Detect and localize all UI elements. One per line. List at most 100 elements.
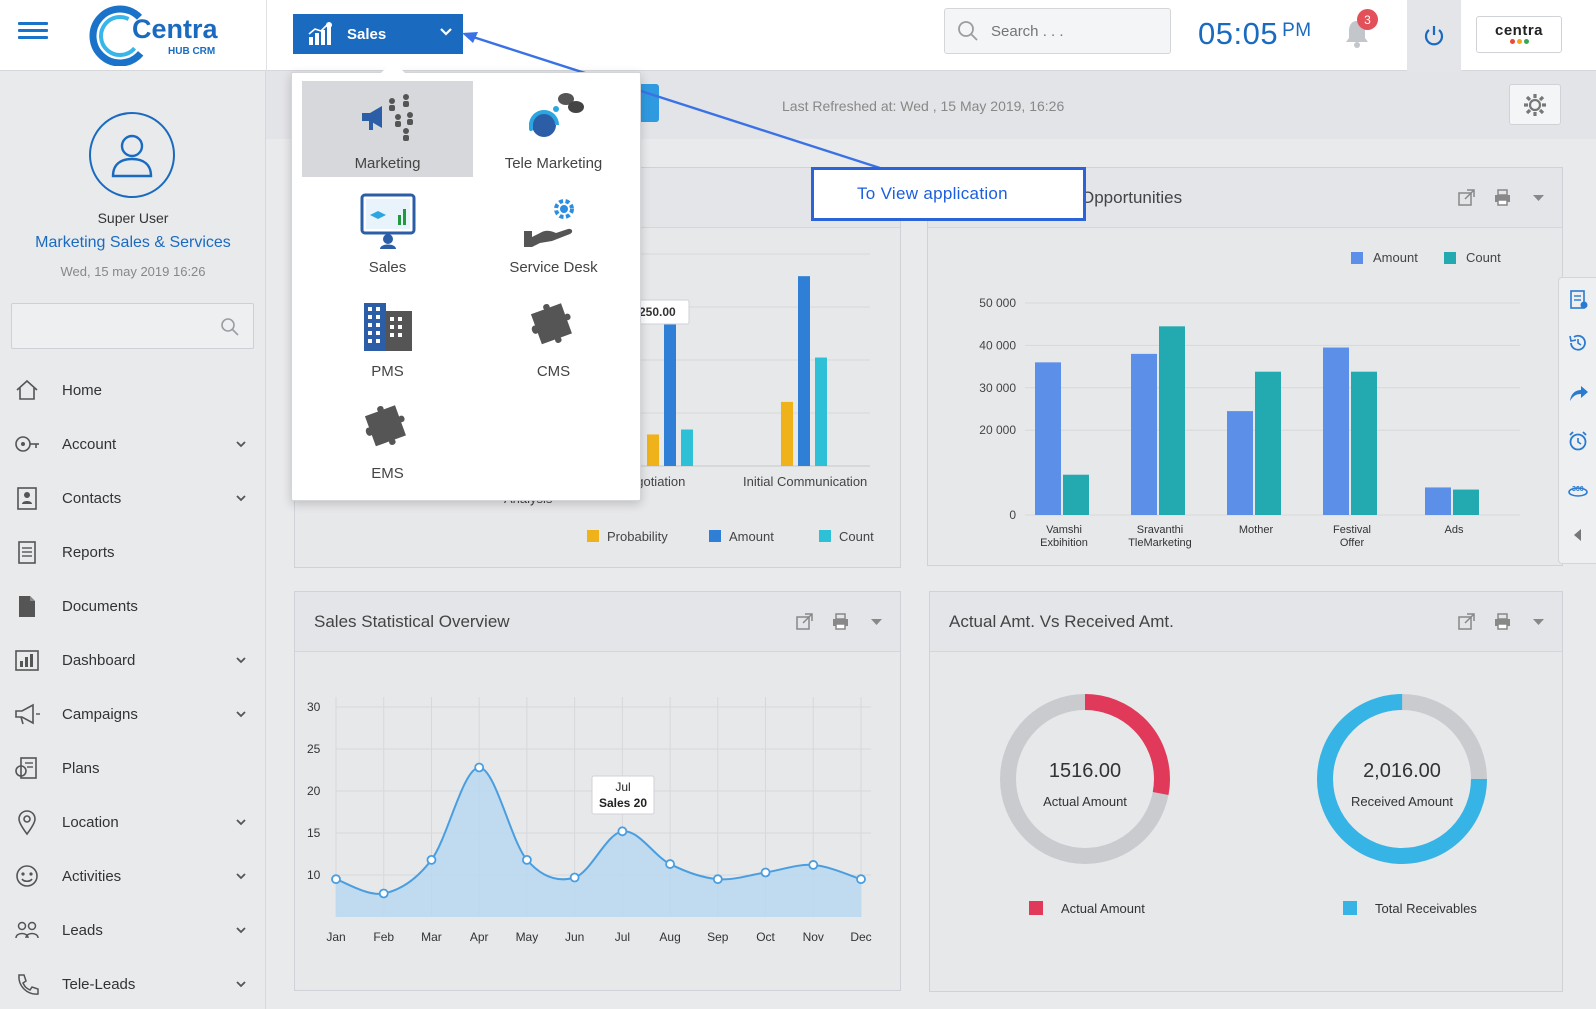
location-pin-icon: [18, 810, 36, 836]
bar-amount: [798, 276, 810, 466]
caret-down-icon[interactable]: [1529, 188, 1548, 207]
collapse-left-icon[interactable]: [1567, 524, 1589, 546]
donut-arc: [1317, 694, 1487, 864]
legend-swatch: [709, 530, 721, 542]
plans-icon: [15, 757, 37, 779]
centra-hub-crm-logo[interactable]: Centra HUB CRM: [88, 4, 248, 67]
app-switcher-dropdown[interactable]: Sales: [293, 14, 463, 54]
x-tick-label: Jun: [565, 930, 584, 944]
user-login-date: Wed, 15 may 2019 16:26: [60, 264, 206, 279]
clipboard-icon[interactable]: [1567, 288, 1589, 310]
app-tile-marketing[interactable]: Marketing: [302, 81, 473, 177]
donut-center-label: Received Amount: [1351, 794, 1453, 809]
sidebar-item-label: Account: [62, 435, 117, 453]
x-tick-label: egotiation: [629, 474, 685, 489]
pms-building-icon: [363, 303, 412, 351]
legend-swatch: [587, 530, 599, 542]
sidebar-item-documents[interactable]: Documents: [0, 579, 266, 633]
sidebar-item-reports[interactable]: Reports: [0, 525, 266, 579]
app-tile-cms[interactable]: CMS: [468, 289, 639, 385]
bar-probability: [647, 434, 659, 466]
logo-sub: HUB CRM: [168, 46, 215, 57]
sidebar-item-dashboard[interactable]: Dashboard: [0, 633, 266, 687]
chevron-down-icon: [236, 873, 246, 880]
app-tile-sales[interactable]: Sales: [302, 185, 473, 281]
sidebar-item-label: Reports: [62, 543, 115, 561]
brand-dots: [1477, 39, 1561, 44]
history-icon[interactable]: [1567, 332, 1589, 354]
y-tick-label: 50 000: [979, 296, 1016, 310]
sales-point: [569, 872, 580, 883]
x-tick-label: Exbihition: [1040, 537, 1088, 549]
right-quick-rail: 360: [1558, 277, 1596, 564]
y-tick-label: 15: [307, 826, 321, 840]
sidebar-item-label: Contacts: [62, 489, 122, 507]
app-tile-tele-marketing[interactable]: Tele Marketing: [468, 81, 639, 177]
search-input[interactable]: [991, 22, 1151, 40]
sidebar-item-account[interactable]: Account: [0, 417, 266, 471]
expand-icon[interactable]: [1457, 612, 1476, 631]
cms-puzzle-icon: [530, 303, 572, 345]
logout-button[interactable]: [1407, 0, 1461, 71]
sidebar-item-leads[interactable]: Leads: [0, 903, 266, 957]
opportunities-bar-chart: 0 20 000 30 000 40 000 50 000 VamshiExbihitio…: [979, 250, 1520, 549]
print-icon[interactable]: [1493, 188, 1512, 207]
legend-label: Amount: [729, 529, 774, 544]
x-tick-label: Apr: [470, 930, 489, 944]
app-tile-ems[interactable]: EMS: [302, 391, 473, 487]
service-desk-icon: [523, 199, 574, 247]
user-avatar[interactable]: [89, 112, 175, 198]
bar-count: [815, 357, 827, 466]
sidebar-item-activities[interactable]: Activities: [0, 849, 266, 903]
alarm-clock-icon[interactable]: [1567, 430, 1589, 452]
app-tile-service-desk[interactable]: Service Desk: [468, 185, 639, 281]
sidebar-item-campaigns[interactable]: Campaigns: [0, 687, 266, 741]
app-tile-label: PMS: [371, 363, 404, 380]
bar-amount: [1131, 353, 1157, 515]
x-tick-label: Sep: [707, 930, 729, 944]
contact-card-icon: [17, 487, 37, 510]
sales-point: [426, 854, 437, 865]
caret-down-icon[interactable]: [867, 612, 886, 631]
sidebar-search-input[interactable]: [11, 303, 254, 349]
print-icon[interactable]: [831, 612, 850, 631]
sidebar-item-tele-leads[interactable]: Tele-Leads: [0, 957, 266, 1009]
bar-count: [1453, 489, 1479, 515]
sidebar-item-location[interactable]: Location: [0, 795, 266, 849]
logo-word: Centra: [132, 14, 219, 44]
chevron-down-icon: [236, 819, 246, 826]
sidebar-item-plans[interactable]: Plans: [0, 741, 266, 795]
expand-icon[interactable]: [795, 612, 814, 631]
expand-icon[interactable]: [1457, 188, 1476, 207]
caret-down-icon[interactable]: [1529, 612, 1548, 631]
sidebar-item-contacts[interactable]: Contacts: [0, 471, 266, 525]
hamburger-menu-icon[interactable]: [18, 18, 48, 48]
sales-tooltip-value: Sales 20: [599, 796, 647, 810]
y-tick-label: 0: [1009, 508, 1016, 522]
x-tick-label: Oct: [756, 930, 775, 944]
print-icon[interactable]: [1493, 612, 1512, 631]
y-tick-label: 25: [307, 742, 321, 756]
chevron-down-icon: [236, 441, 246, 448]
app-tile-pms[interactable]: PMS: [302, 289, 473, 385]
sales-point: [856, 874, 866, 885]
sidebar: Super User Marketing Sales & Services We…: [0, 71, 266, 1009]
sidebar-item-home[interactable]: Home: [0, 363, 266, 417]
opportunities-panel: Opportunities 0 20 000 30 000 40 000 50 000 V…: [927, 167, 1563, 566]
app-tile-label: Tele Marketing: [504, 155, 603, 172]
app-tile-label: Service Desk: [509, 259, 598, 276]
chevron-down-icon: [440, 28, 452, 36]
y-tick-label: 40 000: [979, 338, 1016, 352]
global-search[interactable]: [944, 8, 1171, 54]
sales-point: [378, 888, 389, 899]
app-tile-label: Marketing: [354, 155, 421, 172]
sales-statistical-overview-panel: Sales Statistical Overview 10 15 20 25 30 Jan…: [294, 591, 901, 991]
dashboard-settings-button[interactable]: [1509, 84, 1561, 125]
legend-label: Count: [1466, 250, 1501, 265]
centra-brand-button[interactable]: centra: [1476, 16, 1562, 53]
share-icon[interactable]: [1567, 382, 1589, 404]
sidebar-item-label: Dashboard: [62, 651, 136, 669]
leads-icon: [15, 921, 39, 939]
view-360-icon[interactable]: 360: [1567, 480, 1589, 502]
legend-swatch: [1444, 252, 1456, 264]
